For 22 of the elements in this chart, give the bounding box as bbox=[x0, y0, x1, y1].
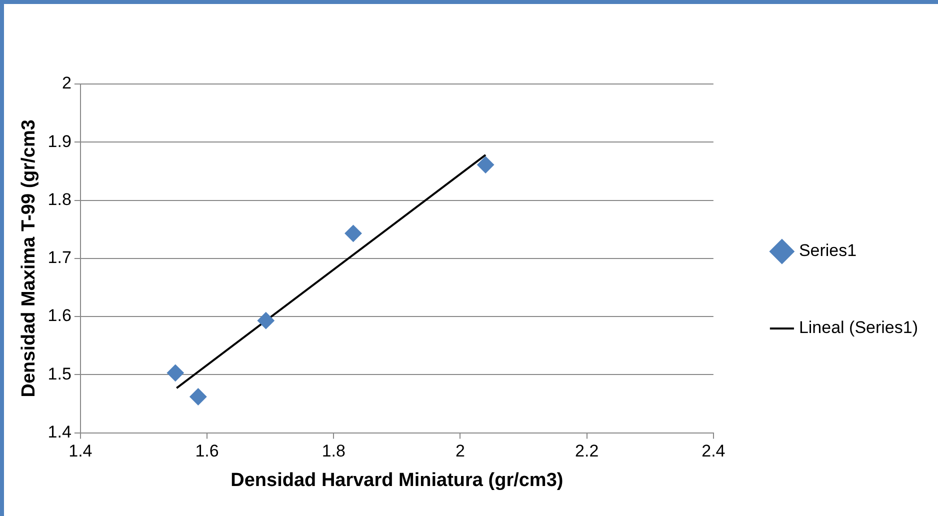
x-tick-label: 1.6 bbox=[195, 442, 219, 461]
x-tick-label: 2.4 bbox=[702, 442, 726, 461]
y-tick-label: 1.6 bbox=[48, 306, 72, 326]
y-tick-label: 1.8 bbox=[48, 190, 72, 209]
x-tick-label: 1.8 bbox=[322, 442, 346, 461]
point bbox=[477, 156, 494, 174]
y-tick-label: 2 bbox=[62, 74, 72, 93]
point bbox=[344, 224, 362, 242]
x-tick-label: 2 bbox=[456, 442, 465, 461]
point bbox=[257, 312, 274, 330]
y-tick-label: 1.9 bbox=[48, 132, 72, 151]
x-tick-label: 2.2 bbox=[575, 442, 599, 461]
x-axis-title: Densidad Harvard Miniatura (gr/cm3) bbox=[230, 470, 564, 491]
legend-label: Series1 bbox=[798, 241, 857, 260]
x-tick-label: 1.4 bbox=[68, 442, 92, 461]
y-tick-label: 1.7 bbox=[48, 248, 72, 268]
y-axis-title: Densidad Maxima T-99 (gr/cm3 bbox=[18, 120, 40, 398]
y-tick-label: 1.4 bbox=[48, 422, 72, 442]
legend-label: Lineal (Series1) bbox=[798, 318, 918, 338]
point bbox=[190, 388, 207, 406]
y-tick-label: 1.5 bbox=[48, 364, 72, 384]
point bbox=[166, 364, 184, 382]
